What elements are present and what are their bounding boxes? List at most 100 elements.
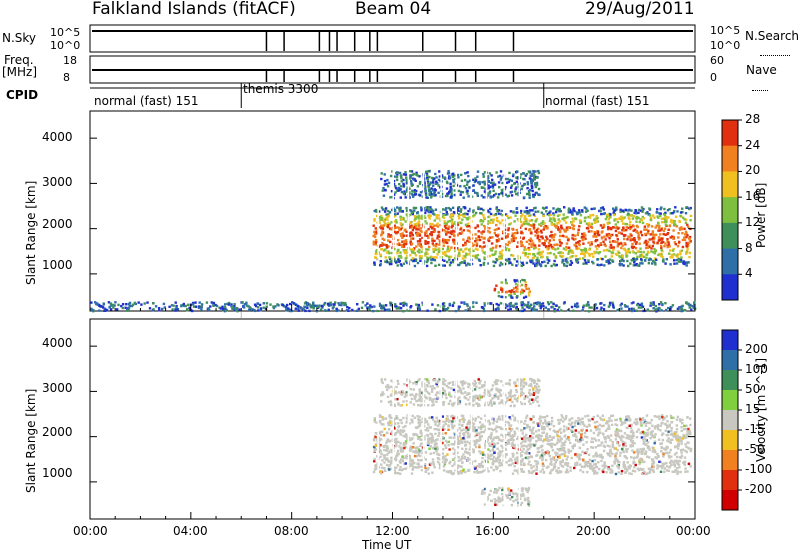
data-cell	[390, 459, 393, 462]
data-cell	[256, 302, 260, 305]
data-cell	[673, 453, 677, 456]
data-cell	[466, 180, 469, 184]
data-cell	[653, 260, 656, 263]
data-cell	[538, 238, 541, 242]
data-cell	[375, 421, 378, 424]
data-cell	[440, 192, 444, 196]
data-cell	[486, 194, 490, 197]
data-cell	[590, 226, 594, 229]
data-cell	[616, 240, 619, 244]
data-cell	[397, 258, 400, 262]
data-cell	[341, 301, 345, 305]
data-cell	[551, 456, 554, 460]
data-cell	[451, 425, 454, 429]
data-cell	[450, 216, 453, 219]
data-cell	[576, 233, 579, 237]
data-cell	[685, 245, 688, 248]
data-cell	[497, 227, 500, 230]
data-cell	[441, 215, 444, 218]
data-cell	[504, 281, 507, 284]
data-cell	[402, 178, 405, 182]
data-cell	[398, 183, 401, 186]
data-cell	[428, 189, 431, 193]
data-cell	[661, 462, 664, 466]
data-cell	[415, 455, 418, 458]
data-cell	[399, 449, 403, 452]
data-cell	[492, 463, 495, 466]
data-cell	[446, 415, 449, 418]
data-cell	[583, 206, 586, 209]
data-cell	[300, 307, 304, 310]
data-cell	[554, 461, 557, 464]
data-cell	[552, 263, 556, 266]
data-cell	[460, 441, 464, 444]
data-cell	[664, 216, 667, 219]
data-cell	[626, 419, 630, 422]
data-cell	[677, 437, 680, 440]
data-cell	[231, 307, 234, 310]
data-cell	[491, 184, 495, 187]
data-cell	[351, 308, 354, 312]
data-cell	[611, 251, 615, 254]
data-cell	[208, 308, 211, 312]
data-cell	[503, 415, 507, 418]
data-cell	[639, 247, 642, 250]
data-cell	[444, 455, 447, 458]
cpid-boundaries	[90, 83, 695, 518]
data-cell	[608, 246, 612, 249]
data-cell	[639, 250, 642, 254]
data-cell	[522, 196, 526, 199]
data-cell	[96, 303, 100, 306]
data-cell	[482, 469, 485, 472]
data-cell	[406, 186, 409, 189]
data-cell	[558, 208, 561, 211]
data-cell	[456, 247, 459, 250]
data-cell	[520, 454, 523, 457]
data-cell	[581, 309, 584, 312]
data-cell	[622, 227, 625, 230]
data-cell	[462, 244, 465, 247]
data-cell	[379, 218, 383, 221]
data-cell	[423, 233, 426, 237]
data-cell	[431, 209, 435, 213]
data-cell	[566, 257, 569, 260]
data-cell	[679, 470, 682, 474]
data-cell	[679, 253, 682, 256]
data-cell	[491, 428, 495, 432]
data-cell	[382, 249, 386, 252]
data-cell	[436, 237, 439, 240]
data-cell	[443, 264, 446, 267]
data-cell	[623, 237, 626, 241]
data-cell	[464, 255, 467, 258]
data-cell	[426, 174, 429, 177]
data-cell	[436, 438, 439, 441]
data-cell	[379, 263, 382, 266]
data-cell	[505, 453, 508, 456]
data-cell	[628, 472, 631, 475]
data-cell	[645, 253, 649, 256]
data-cell	[565, 226, 569, 229]
data-cell	[378, 215, 382, 219]
data-cell	[652, 251, 655, 254]
data-cell	[619, 255, 622, 259]
data-cell	[434, 189, 437, 192]
data-cell	[640, 424, 643, 427]
data-cell	[677, 236, 680, 239]
data-cell	[486, 175, 490, 178]
data-cell	[593, 218, 596, 221]
data-cell	[504, 177, 507, 181]
data-cell	[481, 460, 484, 464]
data-cell	[448, 190, 451, 194]
data-cell	[495, 302, 498, 306]
data-cell	[606, 452, 609, 455]
data-cell	[511, 452, 514, 455]
data-cell	[418, 254, 422, 258]
data-cell	[230, 305, 233, 308]
data-cell	[555, 208, 558, 212]
data-cell	[506, 243, 509, 247]
data-cell	[658, 417, 661, 421]
data-cell	[683, 436, 686, 440]
data-cell	[527, 214, 531, 217]
data-cell	[482, 263, 485, 266]
data-cell	[428, 192, 431, 195]
